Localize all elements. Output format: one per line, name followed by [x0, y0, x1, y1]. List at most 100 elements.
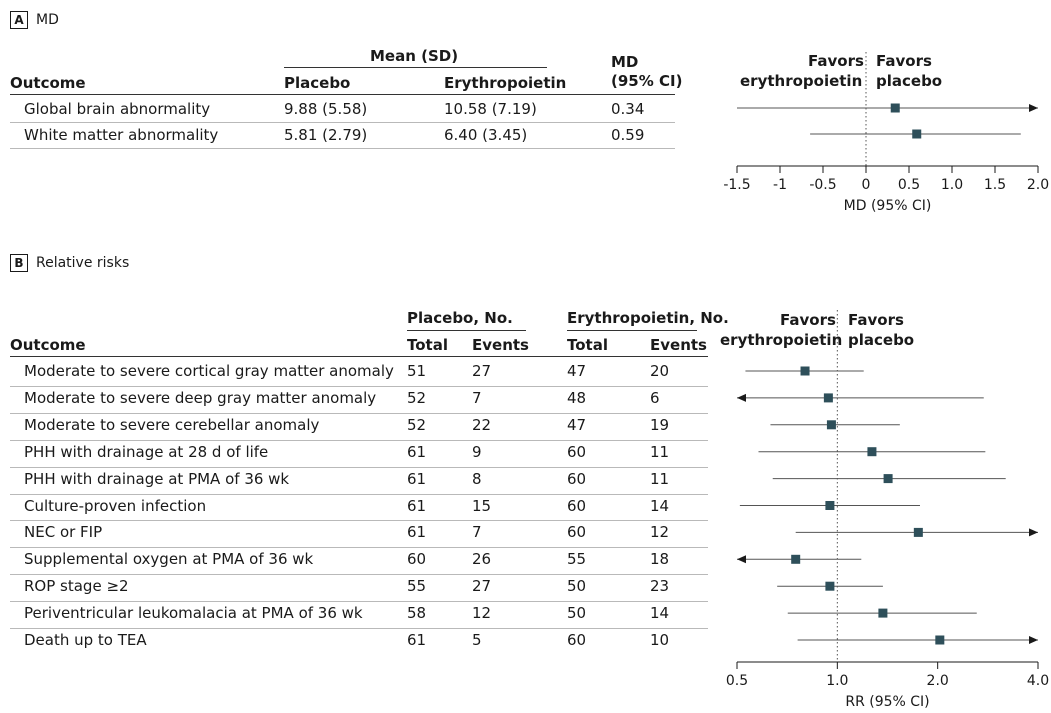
point-estimate-marker — [913, 527, 923, 537]
x-tick-label: 0 — [862, 177, 871, 193]
panel-b-placebo-underline — [407, 330, 526, 331]
panel-a-md-header-1: MD — [611, 53, 639, 71]
panel-b-row-p-total: 60 — [407, 550, 427, 569]
panel-a-row-md: 0.34 — [611, 100, 645, 118]
panel-b-row-e-events: 20 — [650, 362, 670, 380]
point-estimate-marker — [935, 635, 945, 645]
panel-b-row-p-total: 61 — [407, 631, 427, 649]
point-estimate-marker — [890, 103, 900, 113]
x-tick-label: 4.0 — [1027, 673, 1049, 689]
panel-b-row-e-total: 47 — [567, 362, 587, 380]
panel-b-row-e-total: 55 — [567, 550, 587, 569]
panel-b-row-p-total: 61 — [407, 469, 427, 488]
panel-b-row-e-events: 10 — [650, 631, 670, 649]
ci-arrow-left — [737, 555, 746, 564]
panel-b-row-outcome: Culture-proven infection — [24, 496, 207, 515]
x-tick-label: -1.5 — [723, 177, 750, 193]
panel-b-row-p-total: 61 — [407, 523, 427, 542]
point-estimate-marker — [823, 393, 833, 403]
panel-b-e-total-header: Total — [567, 336, 608, 354]
panel-b-row-p-events: 27 — [472, 362, 492, 380]
point-estimate-marker — [791, 554, 801, 564]
panel-b-favors-left-2: erythropoietin — [720, 331, 843, 349]
ci-arrow-left — [737, 393, 746, 402]
panel-b-row-p-events: 7 — [472, 523, 482, 542]
panel-b-row-p-total: 52 — [407, 388, 427, 407]
panel-b-row-outcome: Death up to TEA — [24, 631, 147, 649]
panel-b-row-e-total: 60 — [567, 442, 587, 461]
point-estimate-marker — [825, 581, 835, 591]
panel-b-row-rule — [10, 574, 708, 576]
panel-b-row-outcome: Moderate to severe deep gray matter anom… — [24, 388, 377, 407]
panel-a-row-placebo: 9.88 (5.58) — [284, 100, 368, 118]
panel-b-row-rule — [10, 439, 708, 441]
panel-b-row-e-total: 60 — [567, 631, 587, 649]
panel-b-row-rule — [10, 520, 708, 522]
x-tick-label: -0.5 — [809, 177, 836, 193]
panel-b-row-rule — [10, 493, 708, 495]
x-tick-label: 2.0 — [927, 673, 949, 689]
panel-b-row-outcome: Supplemental oxygen at PMA of 36 wk — [24, 550, 314, 569]
x-tick-label: -1 — [773, 177, 787, 193]
ci-arrow-right — [1029, 528, 1038, 537]
panel-b-row-rule — [10, 412, 708, 414]
panel-b-favors-right-2: placebo — [848, 331, 915, 349]
panel-b-row-p-events: 9 — [472, 442, 482, 461]
x-tick-label: 2.0 — [1027, 177, 1049, 193]
panel-b-row-e-events: 12 — [650, 523, 670, 542]
panel-b-row-e-total: 60 — [567, 469, 587, 488]
x-tick-label: 0.5 — [898, 177, 920, 193]
panel-b-row-p-events: 15 — [472, 496, 492, 515]
x-axis-label: RR (95% CI) — [845, 694, 929, 710]
x-tick-label: 1.0 — [826, 673, 848, 689]
panel-b-row-p-total: 52 — [407, 415, 427, 434]
panel-a-favors-left-2: erythropoietin — [740, 72, 863, 90]
panel-b-row-p-events: 5 — [472, 631, 482, 649]
panel-b-row-e-events: 18 — [650, 550, 670, 569]
panel-b-outcome-header: Outcome — [10, 336, 86, 354]
panel-b-p-total-header: Total — [407, 336, 448, 354]
panel-a-favors-left-1: Favors — [808, 52, 864, 70]
panel-b-row-outcome: Periventricular leukomalacia at PMA of 3… — [24, 604, 363, 623]
panel-b-row-e-total: 60 — [567, 496, 587, 515]
panel-b-row-e-events: 14 — [650, 604, 670, 623]
ci-arrow-right — [1029, 104, 1038, 112]
panel-a-row-outcome: Global brain abnormality — [24, 100, 211, 118]
panel-a-placebo-header: Placebo — [284, 74, 351, 92]
panel-b-label: B — [10, 254, 28, 272]
panel-b-row-p-total: 55 — [407, 577, 427, 596]
panel-a-epo-header: Erythropoietin — [444, 74, 567, 92]
x-tick-label: 1.5 — [984, 177, 1006, 193]
panel-b-row-p-events: 7 — [472, 388, 482, 407]
panel-b-e-events-header: Events — [650, 336, 707, 354]
panel-b-row-p-events: 22 — [472, 415, 492, 434]
panel-b-favors-right-1: Favors — [848, 311, 904, 329]
panel-b-row-p-events: 27 — [472, 577, 492, 596]
panel-b-row-outcome: PHH with drainage at PMA of 36 wk — [24, 469, 290, 488]
panel-b-row-p-total: 61 — [407, 442, 427, 461]
panel-b-row-outcome: NEC or FIP — [24, 523, 103, 542]
panel-b-row-e-events: 6 — [650, 388, 660, 407]
panel-a-title: MD — [36, 12, 59, 28]
panel-b-row-rule — [10, 547, 708, 549]
panel-a-row-md: 0.59 — [611, 126, 645, 144]
ci-arrow-right — [1029, 636, 1038, 644]
panel-a-row-epo: 10.58 (7.19) — [444, 100, 537, 118]
panel-b-row-rule — [10, 385, 708, 387]
panel-a-tag: A MD — [10, 11, 59, 29]
panel-b-row-outcome: Moderate to severe cortical gray matter … — [24, 362, 394, 380]
panel-a-row-rule — [10, 122, 675, 123]
panel-b-row-rule — [10, 601, 708, 603]
x-axis-label: MD (95% CI) — [844, 198, 932, 214]
panel-b-epo-group-header: Erythropoietin, No. — [567, 309, 729, 327]
panel-a-favors-right-1: Favors — [876, 52, 932, 70]
panel-b-row-p-total: 58 — [407, 604, 427, 623]
panel-a-label: A — [10, 11, 28, 29]
panel-b-row-e-events: 14 — [650, 496, 670, 515]
panel-b-row-e-total: 47 — [567, 415, 587, 434]
panel-b-row-outcome: PHH with drainage at 28 d of life — [24, 442, 269, 461]
panel-a-row-epo: 6.40 (3.45) — [444, 126, 528, 144]
point-estimate-marker — [912, 129, 922, 139]
